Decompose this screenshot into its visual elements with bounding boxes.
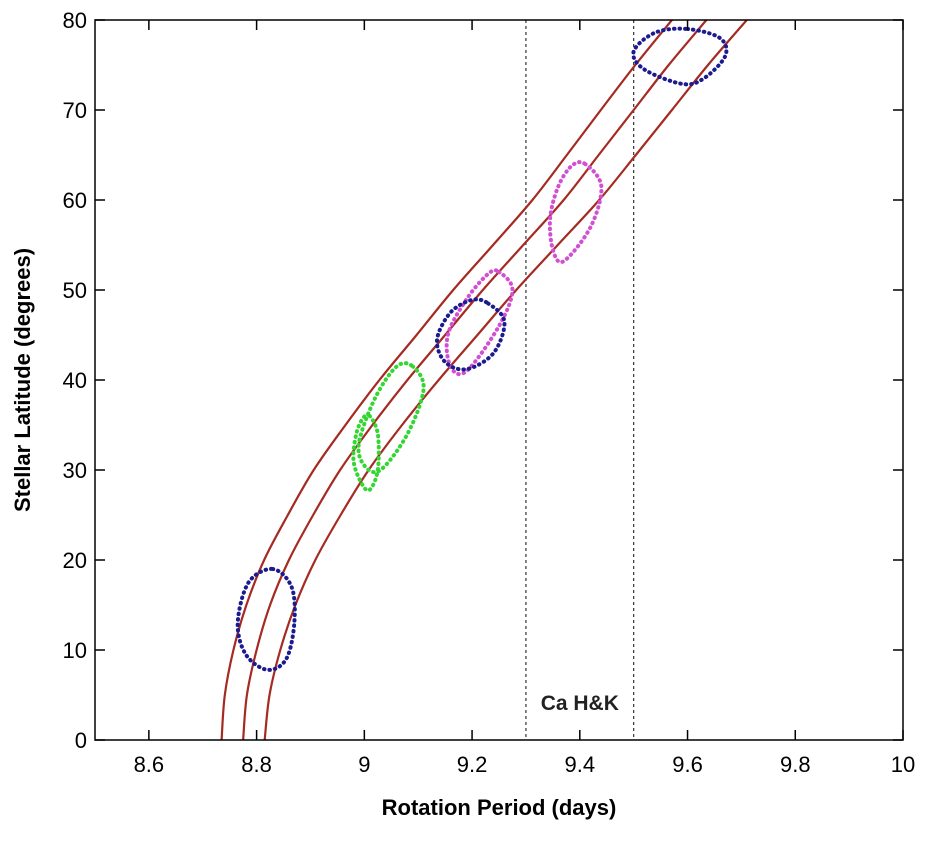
contour — [434, 297, 507, 372]
y-axis-label: Stellar Latitude (degrees) — [10, 248, 35, 512]
model-curve — [263, 20, 748, 740]
x-tick-label: 9 — [358, 752, 370, 777]
y-tick-label: 30 — [63, 458, 87, 483]
annotation: Ca H&K — [541, 692, 619, 715]
y-tick-label: 20 — [63, 548, 87, 573]
contour — [351, 412, 381, 493]
y-tick-label: 70 — [63, 98, 87, 123]
x-tick-label: 8.6 — [134, 752, 165, 777]
y-tick-label: 40 — [63, 368, 87, 393]
y-tick-label: 10 — [63, 638, 87, 663]
x-tick-label: 9.8 — [780, 752, 811, 777]
x-tick-label: 9.6 — [672, 752, 703, 777]
contour — [444, 268, 515, 377]
plot-area — [220, 20, 748, 740]
x-tick-label: 9.4 — [565, 752, 596, 777]
y-tick-label: 80 — [63, 8, 87, 33]
contour — [235, 566, 297, 672]
contour — [356, 361, 426, 475]
contour — [631, 26, 729, 87]
axes-frame — [94, 19, 904, 741]
y-tick-label: 0 — [75, 728, 87, 753]
model-curve — [220, 20, 673, 740]
x-tick-label: 10 — [891, 752, 915, 777]
y-tick-label: 50 — [63, 278, 87, 303]
model-curve — [242, 20, 708, 740]
x-axis-label: Rotation Period (days) — [382, 795, 617, 820]
y-tick-label: 60 — [63, 188, 87, 213]
x-tick-label: 9.2 — [457, 752, 488, 777]
contour — [547, 160, 604, 265]
x-tick-label: 8.8 — [241, 752, 272, 777]
